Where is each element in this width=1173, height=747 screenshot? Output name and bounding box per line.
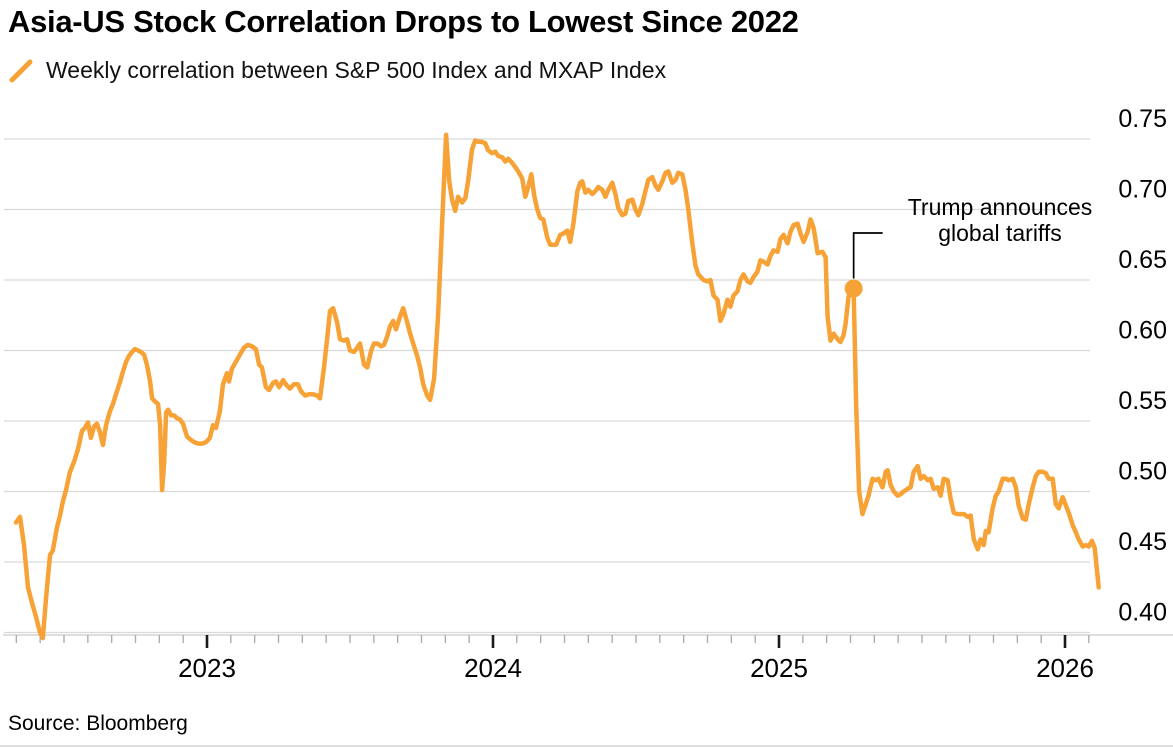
x-tick-label: 2025 [750,653,808,683]
x-tick-label: 2024 [464,653,522,683]
annotation-line2: global tariffs [938,220,1062,246]
annotation-line1: Trump announces [907,194,1093,220]
y-tick-label: 0.75 [1118,105,1167,133]
legend: Weekly correlation between S&P 500 Index… [8,57,666,84]
orange-slash-icon [8,58,34,84]
bottom-rule [0,745,1173,747]
y-tick-label: 0.55 [1118,387,1167,415]
correlation-line [13,132,1101,641]
y-tick-label: 0.65 [1118,246,1167,274]
x-tick-label: 2023 [178,653,236,683]
annotation-leader-line [852,232,883,279]
page-title: Asia-US Stock Correlation Drops to Lowes… [8,4,799,39]
y-tick-label: 0.40 [1118,599,1167,627]
x-tick-label: 2026 [1036,653,1094,683]
annotation-label: Trump announces global tariffs [884,194,1116,246]
annotation-dot [844,279,863,298]
y-tick-label: 0.45 [1118,528,1167,556]
legend-label: Weekly correlation between S&P 500 Index… [46,57,667,83]
y-tick-label: 0.60 [1118,317,1167,345]
y-tick-label: 0.70 [1118,176,1167,204]
y-tick-label: 0.50 [1118,458,1167,486]
source-note: Source: Bloomberg [8,712,188,735]
